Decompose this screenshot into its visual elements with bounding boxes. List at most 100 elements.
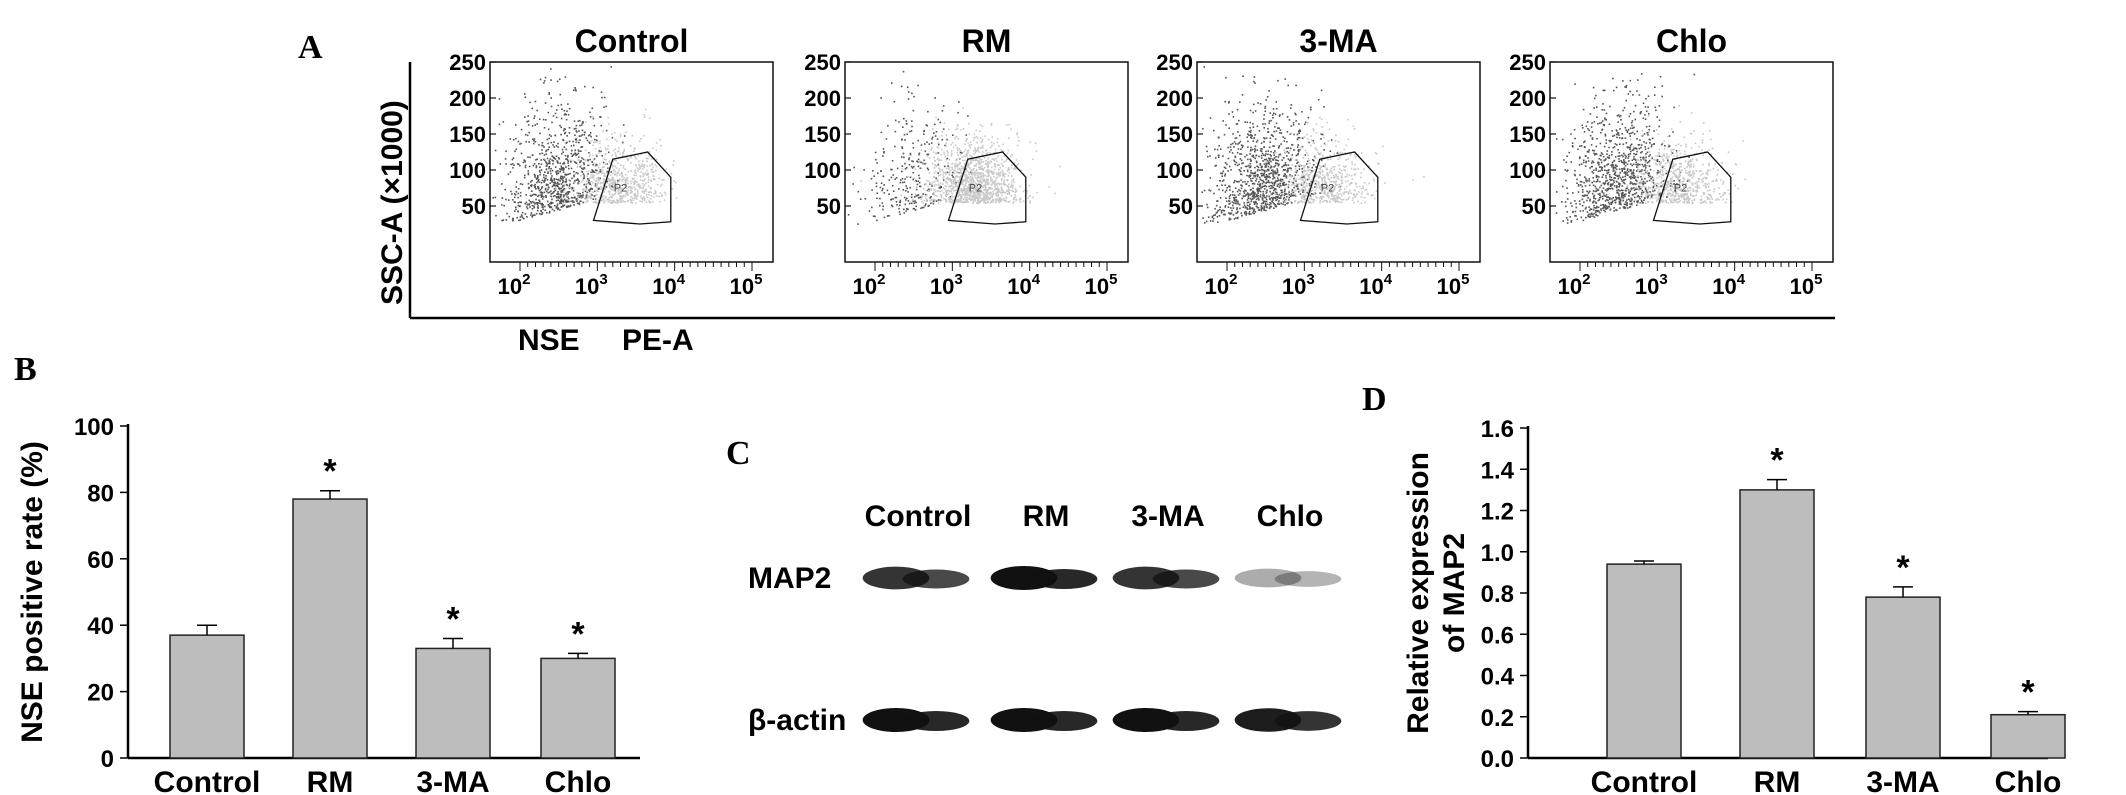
panel-a-x-axis-label-nse: NSE (518, 324, 580, 357)
flow-y-tick-label: 50 (817, 194, 841, 219)
flow-x-tick-label: 102 (1205, 271, 1238, 299)
flow-y-tick-label: 50 (462, 194, 486, 219)
category-label-rm: RM (307, 766, 354, 795)
flow-plot-frame (844, 61, 1129, 263)
y-tick-label: 40 (87, 613, 114, 640)
blot-band (1234, 708, 1342, 732)
blot-lane-label-rm: RM (1023, 500, 1070, 533)
flow-y-tick-label: 250 (1509, 50, 1546, 75)
category-label-3-ma: 3-MA (416, 766, 489, 795)
flow-plot-frame (489, 61, 774, 263)
flow-x-tick-label: 105 (1790, 271, 1823, 299)
category-label-3-ma: 3-MA (1866, 766, 1939, 795)
gate-p2-polygon (947, 151, 1027, 225)
flow-x-tick-label: 105 (730, 271, 763, 299)
gate-p2-polygon (592, 151, 672, 225)
bar-chlo (1990, 713, 2066, 759)
blot-band (1112, 566, 1220, 590)
y-tick-label: 0.0 (1481, 746, 1514, 773)
flow-y-tick-label: 150 (1509, 122, 1546, 147)
flow-y-tick-label: 150 (1156, 122, 1193, 147)
flow-plot-title: Control (575, 23, 689, 59)
significance-star: * (2021, 674, 2035, 712)
flow-y-tick-label: 250 (1156, 50, 1193, 75)
flow-y-tick-label: 200 (1156, 86, 1193, 111)
flow-x-tick-label: 102 (1558, 271, 1591, 299)
flow-x-tick-label: 102 (498, 271, 531, 299)
flow-x-tick-label: 105 (1437, 271, 1470, 299)
flow-y-tick-label: 100 (1509, 158, 1546, 183)
bar-rm (1739, 489, 1815, 759)
category-label-control: Control (154, 766, 261, 795)
flow-x-tick-label: 104 (1712, 271, 1745, 299)
blot-lane-label-chlo: Chlo (1257, 500, 1324, 533)
flow-x-tick-label: 104 (652, 271, 685, 299)
flow-x-tick-label: 103 (1282, 271, 1315, 299)
bar-control (1606, 563, 1682, 759)
panel-label-b: B (14, 351, 37, 388)
flow-plot-frame (1549, 61, 1834, 263)
significance-star: * (571, 615, 585, 653)
flow-x-tick-label: 104 (1007, 271, 1040, 299)
panel-label-c: C (726, 435, 751, 472)
flow-x-tick-label: 102 (853, 271, 886, 299)
y-tick-label: 80 (87, 480, 114, 507)
y-tick-label: 1.0 (1481, 540, 1514, 567)
category-label-control: Control (1591, 766, 1698, 795)
flow-plot-1: RM P2 250 200 150 100 50 102 103 104 105 (804, 23, 1129, 299)
y-axis-label: of MAP2 (1438, 533, 1471, 653)
flow-y-tick-label: 100 (449, 158, 486, 183)
flow-plot-events (847, 70, 1061, 225)
flow-x-tick-label: 104 (1359, 271, 1392, 299)
panel-a-flow-cytometry: SSC-A (×1000) NSE PE-A Control P2 250 200 15… (376, 23, 1835, 357)
flow-y-tick-label: 250 (449, 50, 486, 75)
flow-x-tick-label: 103 (930, 271, 963, 299)
panel-a-y-axis-label: SSC-A (×1000) (376, 100, 409, 305)
flow-plot-events (1201, 66, 1425, 224)
bar-3-ma (1865, 596, 1941, 759)
y-tick-label: 0.8 (1481, 581, 1514, 608)
blot-row-label-0: MAP2 (748, 562, 831, 595)
flow-y-tick-label: 200 (804, 86, 841, 111)
bar-rm (292, 498, 368, 759)
flow-plot-0: Control P2 250 200 150 100 50 102 103 104 105 (449, 23, 774, 299)
flow-y-tick-label: 50 (1169, 194, 1193, 219)
blot-band (990, 708, 1098, 732)
flow-y-tick-label: 100 (804, 158, 841, 183)
y-axis-label: Relative expression (1402, 452, 1435, 734)
bar-3-ma (415, 647, 491, 759)
category-label-chlo: Chlo (1995, 766, 2062, 795)
flow-plot-title: RM (962, 23, 1012, 59)
gate-p2-label: P2 (969, 183, 982, 195)
flow-y-tick-label: 100 (1156, 158, 1193, 183)
flow-plot-title: 3-MA (1299, 23, 1377, 59)
panel-label-d: D (1362, 381, 1387, 418)
blot-row-label-1: β-actin (748, 704, 846, 737)
flow-plot-events (492, 66, 678, 222)
y-tick-label: 0.2 (1481, 705, 1514, 732)
bar-chlo (540, 657, 616, 759)
y-tick-label: 1.4 (1481, 457, 1515, 484)
gate-p2-label: P2 (614, 183, 627, 195)
panel-a-x-axis-label-pe: PE-A (622, 324, 694, 357)
significance-star: * (446, 600, 460, 638)
gate-p2-label: P2 (1674, 183, 1687, 195)
y-tick-label: 100 (74, 414, 114, 441)
y-tick-label: 1.2 (1481, 499, 1514, 526)
blot-band (1112, 708, 1220, 732)
panel-d-bar-chart: 0.0 0.2 0.4 0.6 0.8 1.0 1.2 1.4 1.6 Control * RM * 3-… (1402, 416, 2066, 795)
panel-label-a: A (298, 29, 323, 66)
flow-x-tick-label: 105 (1085, 271, 1118, 299)
flow-plot-title: Chlo (1656, 23, 1727, 59)
flow-y-tick-label: 200 (449, 86, 486, 111)
bar-control (169, 634, 245, 759)
flow-x-tick-label: 103 (575, 271, 608, 299)
blot-lane-label-3-ma: 3-MA (1131, 500, 1204, 533)
y-tick-label: 0.6 (1481, 622, 1514, 649)
significance-star: * (1770, 442, 1784, 480)
blot-band (862, 566, 970, 590)
category-label-rm: RM (1754, 766, 1801, 795)
blot-band (862, 708, 970, 732)
flow-y-tick-label: 250 (804, 50, 841, 75)
